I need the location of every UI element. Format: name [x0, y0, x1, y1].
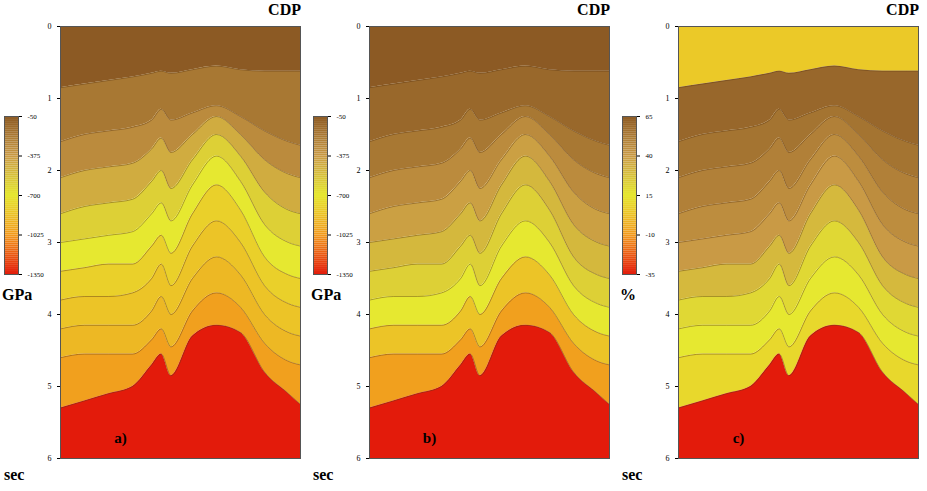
svg-text:b): b)	[423, 430, 436, 447]
svg-text:-700: -700	[337, 192, 350, 200]
html-text:GPa: GPa	[2, 286, 33, 303]
svg-text:-1025: -1025	[28, 231, 45, 239]
svg-text:0: 0	[48, 22, 52, 31]
html-text:sec: sec	[622, 466, 643, 483]
svg-text:-375: -375	[337, 152, 350, 160]
svg-text:a): a)	[114, 430, 127, 447]
svg-text:2: 2	[666, 166, 670, 175]
svg-text:15: 15	[646, 192, 654, 200]
svg-text:6: 6	[666, 454, 670, 462]
svg-text:3: 3	[48, 238, 52, 247]
svg-text:2: 2	[48, 166, 52, 175]
svg-text:-700: -700	[28, 192, 41, 200]
html-text:sec: sec	[313, 466, 334, 483]
svg-text:4: 4	[357, 310, 361, 319]
svg-text:2: 2	[357, 166, 361, 175]
svg-text:4: 4	[48, 310, 52, 319]
svg-text:6: 6	[357, 454, 361, 462]
svg-text:-375: -375	[28, 152, 41, 160]
svg-text:-50: -50	[28, 113, 38, 121]
html-text:GPa: GPa	[311, 286, 342, 303]
svg-text:-1350: -1350	[28, 271, 45, 279]
svg-text:1: 1	[666, 94, 670, 103]
svg-text:65: 65	[646, 113, 654, 121]
html-text:CDP: CDP	[577, 1, 610, 18]
svg-text:6: 6	[48, 454, 52, 462]
svg-text:-1350: -1350	[337, 271, 354, 279]
svg-text:5: 5	[357, 382, 361, 391]
svg-text:-50: -50	[337, 113, 347, 121]
svg-text:5: 5	[666, 382, 670, 391]
svg-text:-10: -10	[646, 231, 656, 239]
svg-text:3: 3	[357, 238, 361, 247]
html-text:CDP: CDP	[886, 1, 919, 18]
svg-text:-35: -35	[646, 271, 656, 279]
html-text:CDP: CDP	[268, 1, 301, 18]
svg-text:0: 0	[357, 22, 361, 31]
svg-text:1: 1	[357, 94, 361, 103]
svg-text:1: 1	[48, 94, 52, 103]
svg-text:40: 40	[646, 152, 654, 160]
svg-text:c): c)	[733, 430, 745, 447]
html-text:sec: sec	[4, 466, 25, 483]
svg-text:4: 4	[666, 310, 670, 319]
svg-text:-1025: -1025	[337, 231, 354, 239]
svg-text:0: 0	[666, 22, 670, 31]
svg-text:3: 3	[666, 238, 670, 247]
svg-text:5: 5	[48, 382, 52, 391]
